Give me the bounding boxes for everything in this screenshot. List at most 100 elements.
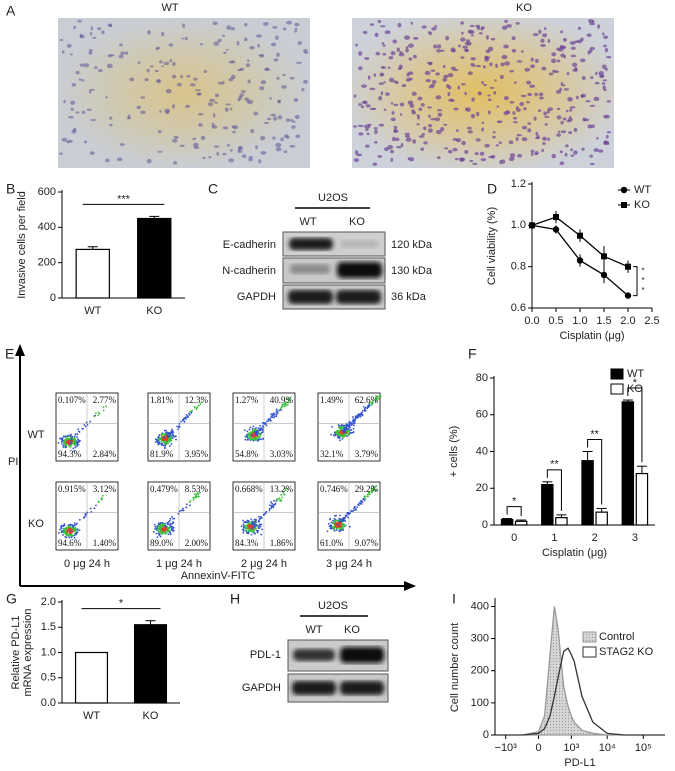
cell [511, 36, 516, 41]
cell [200, 135, 206, 141]
cell [413, 54, 417, 59]
cell [427, 123, 433, 128]
event-dot [169, 531, 172, 534]
event-dot [167, 521, 170, 523]
cell [517, 153, 523, 158]
event-dot [70, 437, 73, 440]
x-tick-label: 1.5 [596, 315, 611, 327]
panel-label: D [487, 181, 497, 197]
event-dot [280, 499, 282, 501]
cell [59, 38, 64, 42]
cell [594, 81, 600, 85]
cell [418, 107, 423, 112]
cell [190, 83, 196, 87]
event-dot [162, 528, 165, 531]
y-tick-label: 400 [471, 600, 489, 612]
cell [374, 129, 378, 135]
cell [469, 24, 475, 28]
event-dot [163, 429, 166, 432]
bar [137, 217, 172, 299]
cell [423, 126, 427, 131]
event-dot [254, 432, 257, 435]
event-dot [260, 523, 263, 526]
event-dot [172, 521, 175, 524]
event-dot [257, 526, 260, 529]
event-dot [348, 423, 351, 426]
cell [457, 85, 460, 90]
event-dot [159, 521, 162, 524]
event-dot [337, 519, 339, 522]
event-dot [247, 532, 249, 534]
event-dot [341, 526, 344, 529]
event-dot [262, 428, 264, 431]
cell [230, 74, 236, 80]
cell [521, 137, 528, 142]
cell [450, 99, 455, 103]
cell [192, 137, 197, 141]
event-dot [166, 442, 168, 445]
blot [282, 231, 386, 310]
cell [407, 100, 414, 105]
x-tick-label: 10⁵ [635, 742, 652, 754]
x-tick-label: 2 [592, 532, 598, 544]
cell [214, 93, 220, 98]
cell [380, 91, 384, 96]
event-dot [269, 504, 271, 507]
cell [408, 157, 415, 162]
event-dot [195, 408, 198, 411]
event-dot [172, 431, 175, 433]
cell [263, 22, 269, 26]
event-dot [59, 437, 61, 440]
cell [294, 22, 300, 27]
cell [256, 34, 262, 38]
event-dot [157, 440, 160, 443]
event-dot [89, 420, 92, 423]
cell [466, 126, 472, 130]
event-dot [165, 432, 167, 434]
cell [181, 37, 184, 40]
event-dot [350, 429, 353, 431]
event-dot [66, 440, 68, 443]
cell [140, 110, 146, 115]
cell [83, 140, 88, 144]
event-dot [264, 423, 267, 425]
cell [294, 30, 298, 33]
cell [465, 39, 471, 43]
cell [439, 49, 445, 52]
cell [565, 109, 569, 113]
cell [283, 150, 288, 154]
event-dot [265, 510, 268, 513]
cell [530, 151, 534, 157]
event-dot [273, 416, 275, 419]
event-dot [185, 413, 188, 416]
cell [603, 140, 607, 145]
event-dot [354, 416, 357, 418]
cell [555, 89, 562, 94]
y-axis-label: Cell viability (%) [486, 207, 498, 285]
cell [520, 94, 527, 98]
significance: * [641, 267, 644, 276]
cell [147, 30, 151, 35]
event-dot [252, 439, 255, 442]
legend-label: WT [627, 368, 644, 380]
cell [516, 133, 522, 137]
event-dot [177, 425, 180, 428]
event-dot [359, 415, 362, 418]
cell [410, 21, 414, 25]
cell [503, 96, 509, 101]
cell [603, 44, 607, 48]
cell [433, 44, 438, 49]
event-dot [357, 504, 360, 507]
event-dot [275, 411, 278, 413]
cell [231, 60, 236, 64]
cell [467, 71, 473, 76]
y-tick-label: 200 [38, 257, 56, 269]
cell [523, 107, 527, 111]
size-label: 130 kDa [391, 265, 433, 277]
event-dot [74, 433, 77, 436]
cell [67, 139, 73, 143]
event-dot [259, 424, 261, 427]
cell [500, 62, 505, 67]
cell [209, 98, 215, 103]
cell [226, 143, 230, 147]
